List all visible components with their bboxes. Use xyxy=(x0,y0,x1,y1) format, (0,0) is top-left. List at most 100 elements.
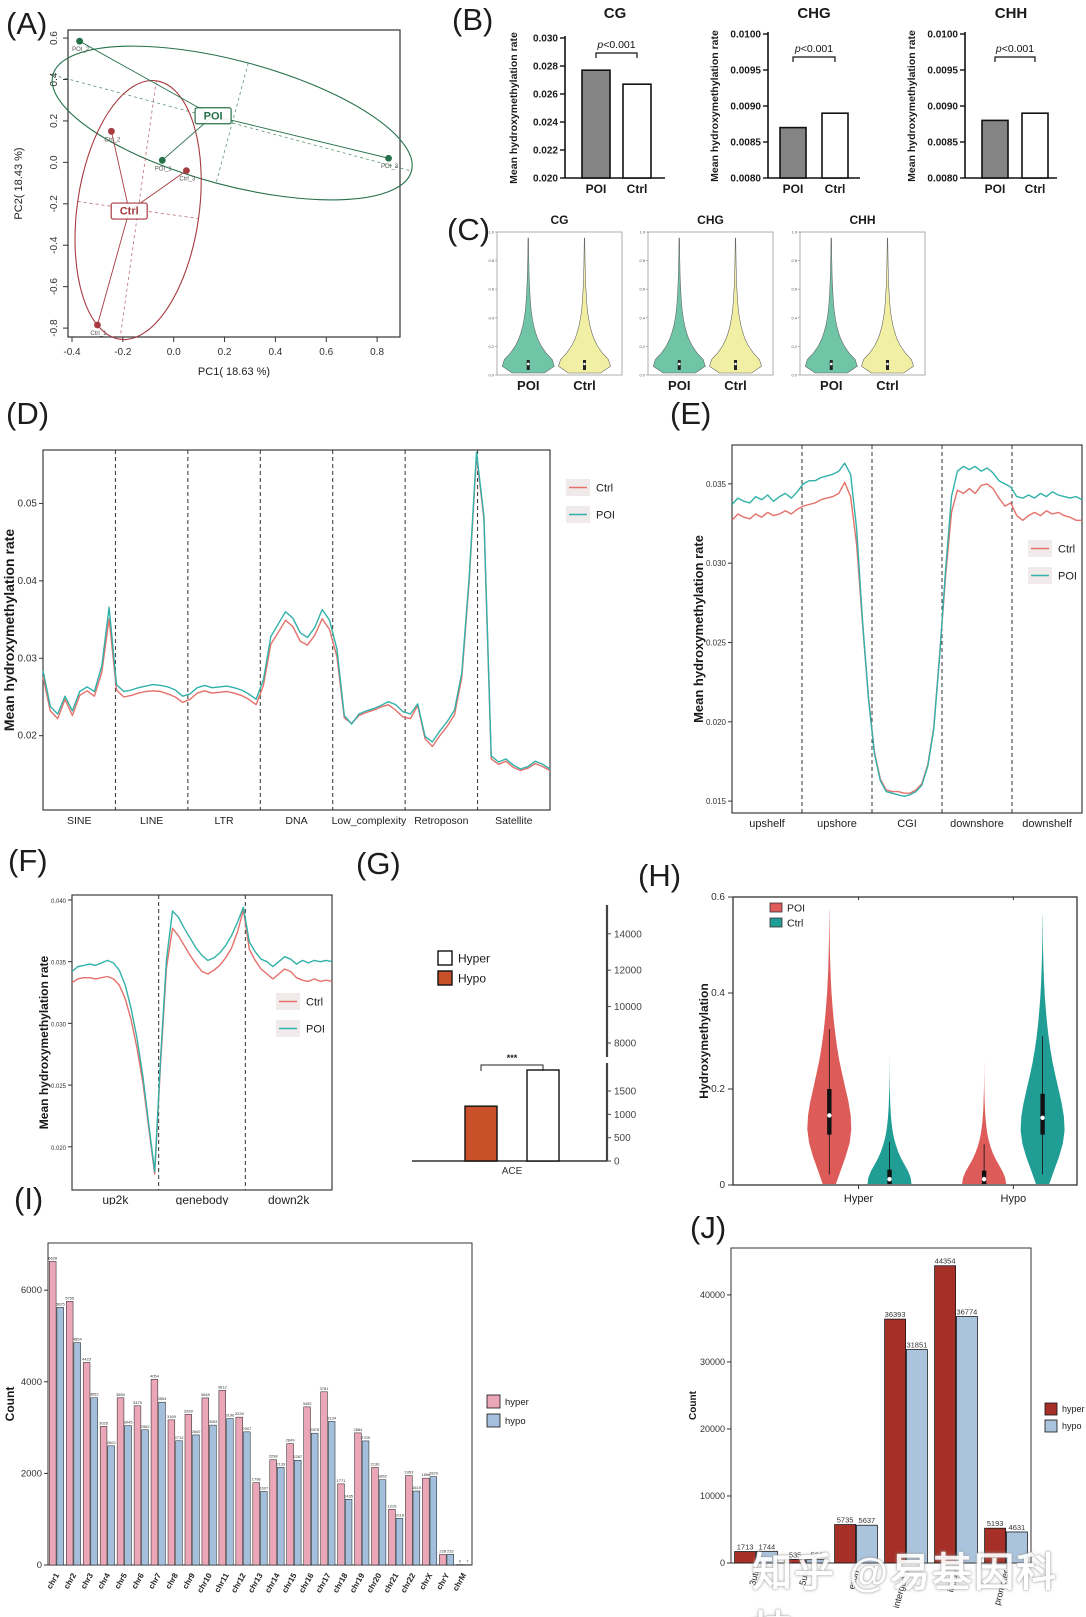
svg-text:Ctrl: Ctrl xyxy=(596,483,613,495)
svg-text:chrY: chrY xyxy=(435,1571,452,1591)
svg-text:1896: 1896 xyxy=(421,1472,431,1477)
svg-text:1435: 1435 xyxy=(344,1493,354,1498)
svg-text:PC2( 18.43 %): PC2( 18.43 %) xyxy=(13,147,25,219)
svg-text:0.040: 0.040 xyxy=(51,899,67,905)
svg-text:p<0.001: p<0.001 xyxy=(995,43,1034,55)
svg-text:1953: 1953 xyxy=(404,1470,414,1475)
svg-text:POI: POI xyxy=(306,1024,325,1036)
svg-text:CG: CG xyxy=(551,213,569,227)
svg-text:Count: Count xyxy=(3,1387,17,1422)
svg-text:0.02: 0.02 xyxy=(18,731,38,742)
svg-text:Hydroxymethylation: Hydroxymethylation xyxy=(697,983,711,1098)
svg-text:0.2: 0.2 xyxy=(639,344,645,349)
svg-text:upshelf: upshelf xyxy=(749,818,785,830)
svg-text:Ctrl: Ctrl xyxy=(306,997,323,1009)
svg-text:0.6: 0.6 xyxy=(791,287,797,292)
svg-text:Ctrl: Ctrl xyxy=(627,182,648,196)
svg-text:-0.4: -0.4 xyxy=(49,236,60,254)
svg-text:hyper: hyper xyxy=(1062,1404,1085,1414)
svg-text:1500: 1500 xyxy=(614,1087,637,1098)
svg-text:3utr: 3utr xyxy=(747,1569,761,1587)
svg-text:2602: 2602 xyxy=(107,1440,117,1445)
svg-text:0.8: 0.8 xyxy=(639,258,645,263)
svg-text:0.6: 0.6 xyxy=(711,892,725,903)
svg-text:CG: CG xyxy=(604,5,627,22)
svg-text:chr4: chr4 xyxy=(96,1571,113,1591)
svg-text:5637: 5637 xyxy=(859,1516,876,1525)
svg-text:SINE: SINE xyxy=(67,815,92,827)
svg-text:-0.8: -0.8 xyxy=(49,319,60,337)
svg-text:0.6: 0.6 xyxy=(319,347,333,358)
chart-svg-I: 0 2000 4000 6000 6628 5625 chr1 5755 4854 chr2 442… xyxy=(3,1242,529,1594)
svg-text:0.0095: 0.0095 xyxy=(927,66,958,77)
svg-text:POI: POI xyxy=(204,110,223,122)
svg-text:0.015: 0.015 xyxy=(706,797,727,806)
line-chart-genebody: up2k genebody down2k 0.020 0.025 0.030 0.035 0.… xyxy=(0,835,350,1205)
svg-text:10000: 10000 xyxy=(614,1002,642,1013)
svg-text:chr16: chr16 xyxy=(297,1571,316,1594)
svg-text:CHG: CHG xyxy=(797,5,830,22)
svg-text:POI: POI xyxy=(517,378,539,393)
svg-text:4423: 4423 xyxy=(82,1356,92,1361)
svg-text:hyper: hyper xyxy=(505,1397,529,1408)
svg-text:0.4: 0.4 xyxy=(49,72,60,86)
svg-text:chr15: chr15 xyxy=(280,1571,299,1594)
svg-text:2287: 2287 xyxy=(293,1454,303,1459)
svg-text:2133: 2133 xyxy=(276,1461,286,1466)
svg-text:14000: 14000 xyxy=(614,929,642,940)
chart-svg-C: CG 1.0 0.8 0.6 0.4 0.2 0.0 POI Ctrl CHG 1.0 0.8 0.6 0… xyxy=(488,213,926,393)
svg-text:POI_1: POI_1 xyxy=(155,166,173,172)
svg-text:Ctrl: Ctrl xyxy=(1025,182,1046,196)
svg-text:3475: 3475 xyxy=(133,1400,143,1405)
svg-text:3169: 3169 xyxy=(167,1414,177,1419)
svg-text:Ctrl: Ctrl xyxy=(787,918,803,930)
svg-text:POI_2: POI_2 xyxy=(72,47,90,53)
chart-svg-A: -0.4 -0.2 0.0 0.2 0.4 0.6 0.8 -0.8 -0.6 -0.4 -0.2 0… xyxy=(13,29,413,378)
svg-text:1018: 1018 xyxy=(395,1512,405,1517)
svg-text:0.0: 0.0 xyxy=(791,373,797,378)
svg-text:3134: 3134 xyxy=(327,1415,337,1420)
svg-text:0.0095: 0.0095 xyxy=(730,66,761,77)
svg-text:0.022: 0.022 xyxy=(533,146,558,157)
svg-text:CHG: CHG xyxy=(697,213,724,227)
svg-text:DNA: DNA xyxy=(285,815,307,827)
svg-text:CGI: CGI xyxy=(897,818,917,830)
chart-svg-B_CHH: 0.0080 0.0085 0.0090 0.0095 0.0100 POI Ctrl p<0… xyxy=(907,5,1057,196)
svg-text:chr19: chr19 xyxy=(348,1571,367,1594)
svg-text:0.4: 0.4 xyxy=(791,315,797,320)
svg-text:0: 0 xyxy=(719,1180,725,1191)
svg-text:chr3: chr3 xyxy=(79,1571,96,1591)
svg-text:chr17: chr17 xyxy=(314,1571,333,1594)
svg-text:Hyper: Hyper xyxy=(458,952,490,966)
svg-text:chr2: chr2 xyxy=(62,1571,79,1591)
svg-text:-0.4: -0.4 xyxy=(63,347,81,358)
svg-text:0.026: 0.026 xyxy=(533,90,558,101)
svg-text:chr14: chr14 xyxy=(263,1571,282,1594)
svg-text:1.0: 1.0 xyxy=(639,230,645,235)
svg-text:3554: 3554 xyxy=(158,1396,168,1401)
svg-text:7: 7 xyxy=(466,1559,469,1564)
svg-text:0.025: 0.025 xyxy=(51,1084,67,1090)
svg-text:0.020: 0.020 xyxy=(533,174,558,185)
svg-text:0.2: 0.2 xyxy=(488,344,494,349)
svg-text:1215: 1215 xyxy=(387,1503,397,1508)
svg-text:0: 0 xyxy=(37,1560,42,1571)
svg-text:3452: 3452 xyxy=(303,1401,313,1406)
svg-text:0.8: 0.8 xyxy=(370,347,384,358)
svg-text:1798: 1798 xyxy=(252,1477,262,1482)
svg-text:0.0: 0.0 xyxy=(488,373,494,378)
svg-text:1929: 1929 xyxy=(429,1471,439,1476)
svg-text:Ctrl: Ctrl xyxy=(876,378,898,393)
svg-text:0.030: 0.030 xyxy=(51,1022,67,1028)
svg-text:3648: 3648 xyxy=(201,1392,211,1397)
svg-text:0.030: 0.030 xyxy=(706,559,727,568)
bar-chart-cg: 0.020 0.022 0.024 0.026 0.028 0.030 POI Ctrl p<0… xyxy=(505,0,675,200)
svg-text:4000: 4000 xyxy=(21,1377,42,1388)
svg-text:chr11: chr11 xyxy=(213,1571,232,1594)
svg-text:Ctrl: Ctrl xyxy=(825,182,846,196)
svg-text:POI_3: POI_3 xyxy=(381,164,399,170)
svg-text:5755: 5755 xyxy=(65,1295,75,1300)
chart-svg-D: SINE LINE LTR DNA Low_complexity Retroposon Sa… xyxy=(1,449,615,827)
svg-text:downshelf: downshelf xyxy=(1022,818,1072,830)
